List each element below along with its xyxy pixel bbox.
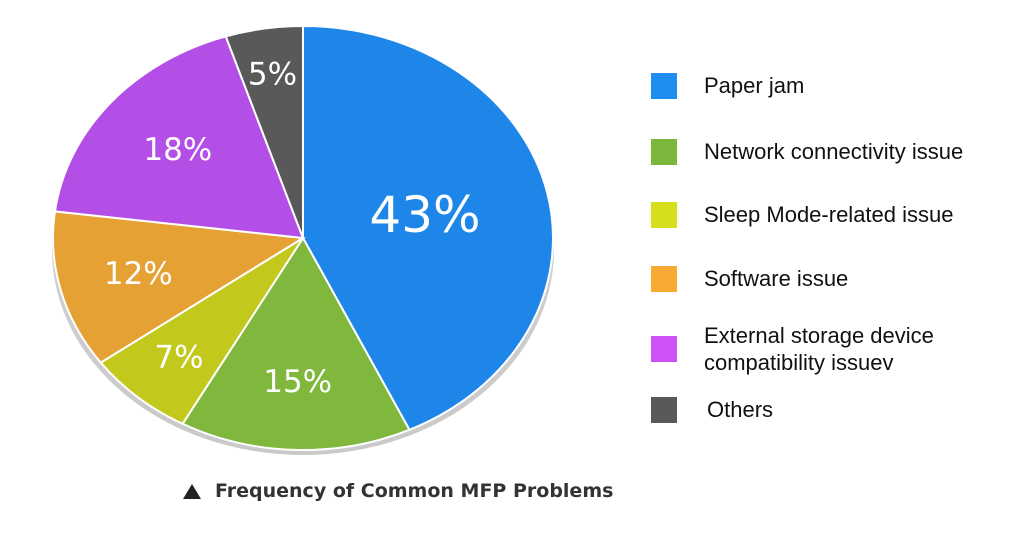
triangle-up-icon (183, 483, 201, 499)
legend-swatch (651, 336, 677, 362)
legend-swatch (651, 73, 677, 99)
pie-slice-software (52, 210, 307, 364)
data-label-others: 5% (248, 57, 297, 93)
legend-label: Paper jam (704, 73, 805, 98)
pie-slices (52, 24, 554, 451)
pie-slice-paper-jam (302, 24, 554, 432)
pie-slice-external-storage (53, 35, 305, 240)
legend-swatch (651, 266, 677, 292)
data-label-sleep-mode: 7% (154, 339, 203, 375)
legend-swatch (651, 397, 677, 423)
legend-label: Network connectivity issue (704, 139, 964, 164)
legend-item-paper-jam: Paper jam (651, 72, 1004, 99)
data-label-network-connectivity: 15% (263, 364, 332, 400)
pie-slice-network-connectivity (181, 236, 411, 451)
legend-label: External storage device compatibility is… (704, 323, 934, 375)
caption-text: Frequency of Common MFP Problems (215, 480, 614, 502)
legend-item-sleep-mode: Sleep Mode-related issue (651, 201, 1004, 228)
data-label-software: 12% (104, 256, 173, 292)
chart-caption: Frequency of Common MFP Problems (183, 480, 613, 502)
pie-slice-others (224, 24, 304, 239)
legend-item-external-storage: External storage device compatibility is… (651, 322, 1004, 376)
legend-item-network-connectivity: Network connectivity issue (651, 138, 1004, 165)
legend-item-others: Others (651, 396, 1007, 423)
legend-item-software: Software issue (651, 265, 1004, 292)
legend-swatch (651, 202, 677, 228)
data-label-paper-jam: 43% (369, 186, 480, 244)
legend-label: Others (707, 397, 774, 422)
pie-data-labels: 43% 15% 7% 12% 18% 5% (104, 57, 481, 400)
legend-swatch (651, 139, 677, 165)
legend-label: Sleep Mode-related issue (704, 202, 954, 227)
pie-slice-sleep-mode (99, 237, 304, 426)
data-label-external-storage: 18% (143, 132, 212, 168)
legend-label: Software issue (704, 266, 849, 291)
